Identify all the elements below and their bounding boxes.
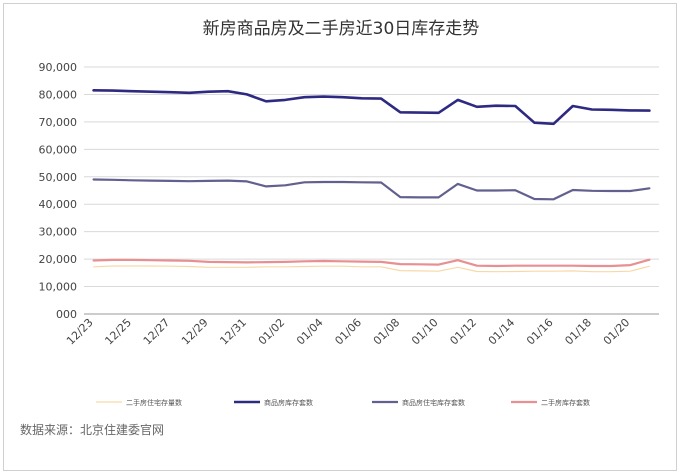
y-tick-label: 10,000	[39, 281, 78, 294]
x-tick-label: 01/10	[409, 316, 441, 348]
y-tick-label: 000	[56, 308, 77, 321]
x-tick-label: 01/06	[332, 316, 364, 348]
y-tick-label: 40,000	[39, 198, 78, 211]
series-line-3	[92, 178, 651, 201]
x-tick-label: 01/12	[447, 316, 479, 348]
series-line-1	[92, 265, 651, 273]
y-axis-ticks: 000 10,000 20,000 30,000 40,000 50,000 60,000 7…	[39, 61, 78, 321]
y-tick-label: 70,000	[39, 116, 78, 129]
x-tick-label: 01/08	[371, 316, 403, 348]
legend-label-4: 二手房库存套数	[541, 398, 590, 407]
chart-title: 新房商品房及二手房近30日库存走势	[203, 19, 480, 39]
x-axis-ticks: 12/23 12/25 12/27 12/29 12/31 01/02 01/04 01/06…	[64, 316, 632, 348]
y-tick-label: 80,000	[39, 88, 78, 101]
legend-label-3: 商品房住宅库存套数	[402, 398, 465, 407]
y-tick-label: 60,000	[39, 143, 78, 156]
series-lines	[92, 89, 651, 273]
x-tick-label: 12/29	[179, 316, 211, 348]
x-tick-label: 12/31	[217, 316, 249, 348]
series-line-2	[92, 89, 651, 126]
legend-label-2: 商品房库存套数	[264, 398, 313, 407]
gridlines	[84, 66, 659, 315]
x-tick-label: 12/27	[141, 316, 173, 348]
x-tick-label: 01/04	[294, 316, 326, 348]
chart-frame: 新房商品房及二手房近30日库存走势 000 10,000 20,000 30,000 4…	[3, 3, 677, 471]
y-tick-label: 30,000	[39, 226, 78, 239]
series-line-4	[92, 258, 651, 268]
legend: 二手房住宅存量数 商品房库存套数 商品房住宅库存套数 二手房库存套数	[96, 398, 590, 407]
x-tick-label: 01/18	[562, 316, 594, 348]
source-note: 数据来源：北京住建委官网	[20, 423, 165, 437]
y-tick-label: 50,000	[39, 171, 78, 184]
x-tick-label: 01/16	[524, 316, 556, 348]
x-tick-label: 01/14	[486, 316, 518, 348]
line-chart: 新房商品房及二手房近30日库存走势 000 10,000 20,000 30,000 4…	[39, 19, 659, 407]
x-tick-label: 12/25	[102, 316, 134, 348]
x-tick-label: 01/20	[601, 316, 633, 348]
x-tick-label: 01/02	[256, 316, 288, 348]
legend-label-1: 二手房住宅存量数	[126, 398, 182, 407]
y-tick-label: 90,000	[39, 61, 78, 74]
y-tick-label: 20,000	[39, 253, 78, 266]
